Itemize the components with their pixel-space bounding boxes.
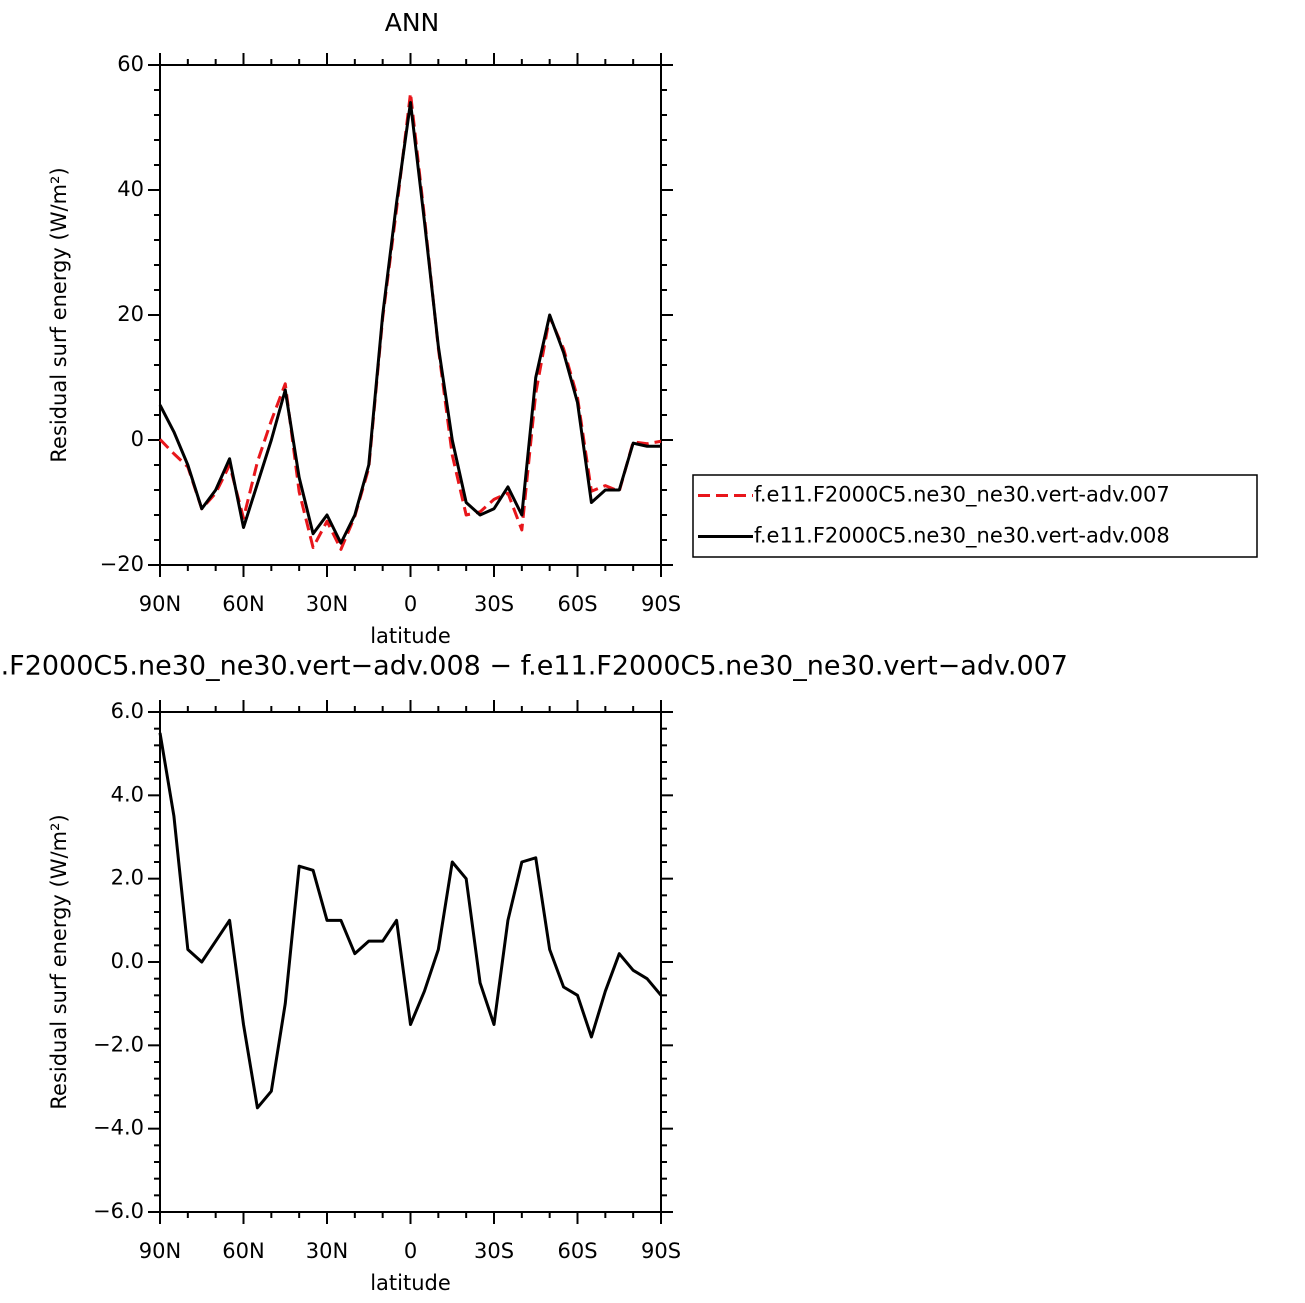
y-axis-label: Residual surf energy (W/m²): [47, 814, 71, 1109]
x-tick-label: 60S: [557, 592, 597, 616]
y-tick-label: −2.0: [93, 1032, 144, 1056]
y-axis-label: Residual surf energy (W/m²): [47, 167, 71, 462]
x-axis-label: latitude: [370, 624, 451, 648]
x-tick-label: 60N: [222, 592, 264, 616]
x-tick-label: 0: [404, 592, 417, 616]
x-tick-label: 0: [404, 1239, 417, 1263]
x-tick-label: 60N: [222, 1239, 264, 1263]
x-tick-label: 90N: [139, 1239, 181, 1263]
x-axis-label: latitude: [370, 1271, 451, 1295]
legend-label: f.e11.F2000C5.ne30_ne30.vert-adv.008: [754, 524, 1170, 549]
x-tick-label: 90S: [641, 1239, 681, 1263]
y-tick-label: 0.0: [111, 949, 144, 973]
x-tick-label: 60S: [557, 1239, 597, 1263]
chart-title: ANN: [385, 8, 440, 37]
y-tick-label: −6.0: [93, 1199, 144, 1223]
y-tick-label: 60: [117, 52, 144, 76]
y-tick-label: −4.0: [93, 1116, 144, 1140]
y-tick-label: 40: [117, 177, 144, 201]
x-tick-label: 30N: [306, 592, 348, 616]
y-tick-label: −20: [100, 552, 144, 576]
y-tick-label: 2.0: [111, 866, 144, 890]
x-tick-label: 30S: [474, 1239, 514, 1263]
x-tick-label: 30S: [474, 592, 514, 616]
y-tick-label: 20: [117, 302, 144, 326]
y-tick-label: 6.0: [111, 699, 144, 723]
data-line: [158, 101, 661, 545]
y-tick-label: 4.0: [111, 782, 144, 806]
x-tick-label: 90S: [641, 592, 681, 616]
y-tick-label: 0: [131, 427, 144, 451]
legend-box: [692, 474, 1258, 558]
x-tick-label: 30N: [306, 1239, 348, 1263]
legend-label: f.e11.F2000C5.ne30_ne30.vert-adv.007: [754, 483, 1170, 508]
data-line: [158, 732, 663, 1110]
x-tick-label: 90N: [139, 592, 181, 616]
chart-title: f.e11.F2000C5.ne30_ne30.vert−adv.008 − f…: [0, 651, 1068, 682]
